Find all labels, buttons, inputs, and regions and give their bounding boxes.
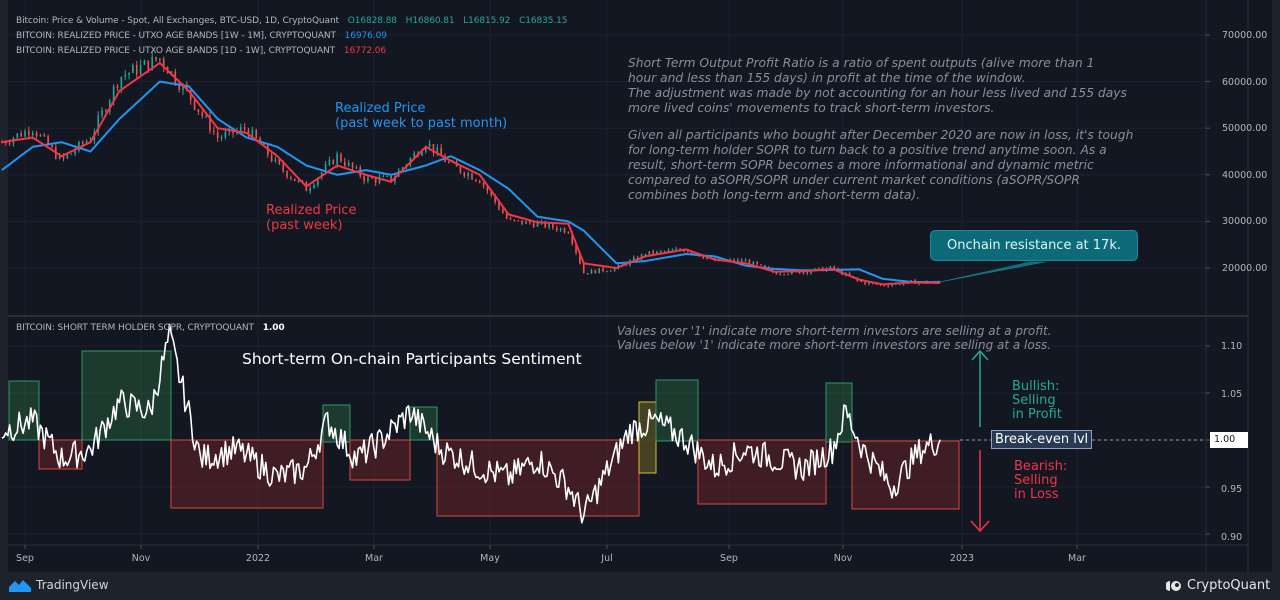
time-axis-label: Nov bbox=[131, 553, 151, 564]
time-axis-label: Nov bbox=[833, 553, 853, 564]
realized-price-month-line bbox=[1, 80, 941, 284]
tradingview-brand: TradingView bbox=[36, 578, 109, 592]
sopr-legend[interactable]: BITCOIN: SHORT TERM HOLDER SOPR, CRYPTOQ… bbox=[16, 323, 285, 333]
rp-month-legend-label: BITCOIN: REALIZED PRICE - UTXO AGE BANDS… bbox=[16, 31, 336, 41]
rp-week-legend[interactable]: BITCOIN: REALIZED PRICE - UTXO AGE BANDS… bbox=[16, 46, 386, 56]
description-text-1: Short Term Output Profit Ratio is a rati… bbox=[628, 56, 1127, 115]
sopr-note: Values over '1' indicate more short-term… bbox=[617, 324, 1052, 352]
sopr-sentiment-boxes bbox=[8, 350, 960, 517]
tradingview-logo-icon bbox=[9, 580, 31, 592]
bearish-arrow-icon bbox=[970, 450, 990, 533]
breakeven-label: Break-even lvl bbox=[991, 430, 1093, 449]
close-value: C16835.15 bbox=[519, 16, 568, 26]
price-axis-label: 20000.00 bbox=[1222, 263, 1268, 274]
rp-week-annotation: Realized Price (past week) bbox=[266, 203, 357, 233]
sopr-legend-value: 1.00 bbox=[262, 323, 285, 333]
cryptoquant-logo[interactable]: CryptoQuant bbox=[1166, 578, 1270, 593]
sopr-legend-label: BITCOIN: SHORT TERM HOLDER SOPR, CRYPTOQ… bbox=[16, 323, 254, 333]
price-axis-label: 40000.00 bbox=[1222, 170, 1268, 181]
high-value: H16860.81 bbox=[405, 16, 455, 26]
price-axis-label: 30000.00 bbox=[1222, 216, 1268, 227]
description-text-2: Given all participants who bought after … bbox=[628, 128, 1134, 202]
sopr-axis-label: 1.10 bbox=[1221, 341, 1243, 352]
time-axis-label: Sep bbox=[720, 553, 738, 564]
chart-area[interactable] bbox=[8, 0, 1272, 572]
low-value: L16815.92 bbox=[463, 16, 511, 26]
sopr-current-value-tag: 1.00 bbox=[1210, 432, 1248, 448]
main-series-legend[interactable]: Bitcoin: Price & Volume - Spot, All Exch… bbox=[16, 16, 567, 26]
rp-month-legend-value: 16976.09 bbox=[344, 31, 387, 41]
sopr-axis-label: 0.90 bbox=[1221, 532, 1243, 543]
bearish-label: Bearish: Selling in Loss bbox=[1014, 459, 1068, 502]
main-series-label: Bitcoin: Price & Volume - Spot, All Exch… bbox=[16, 16, 339, 26]
tradingview-logo[interactable]: TradingView bbox=[9, 578, 109, 592]
axis-ticks bbox=[24, 34, 1210, 549]
sopr-title: Short-term On-chain Participants Sentime… bbox=[242, 350, 582, 368]
time-axis-label: 2022 bbox=[245, 553, 271, 564]
sopr-axis-label: 1.05 bbox=[1221, 389, 1243, 400]
sopr-line bbox=[1, 323, 941, 524]
time-axis-label: Jul bbox=[601, 553, 613, 564]
cryptoquant-brand: CryptoQuant bbox=[1187, 578, 1271, 593]
bullish-label: Bullish: Selling in Profit bbox=[1012, 379, 1062, 422]
rp-week-legend-value: 16772.06 bbox=[343, 46, 386, 56]
bullish-arrow-icon bbox=[971, 349, 989, 427]
time-axis-label: Mar bbox=[365, 553, 383, 564]
time-axis-label: 2023 bbox=[949, 553, 975, 564]
callout-pointer bbox=[939, 261, 1046, 283]
price-axis-label: 50000.00 bbox=[1222, 123, 1268, 134]
time-axis-label: May bbox=[480, 553, 500, 564]
realized-price-week-line bbox=[1, 61, 941, 286]
time-axis-label: Mar bbox=[1068, 553, 1086, 564]
cryptoquant-logo-icon bbox=[1166, 580, 1181, 591]
rp-week-legend-label: BITCOIN: REALIZED PRICE - UTXO AGE BANDS… bbox=[16, 46, 336, 56]
price-axis-label: 60000.00 bbox=[1222, 77, 1268, 88]
open-value: O16828.88 bbox=[347, 16, 397, 26]
price-axis-label: 70000.00 bbox=[1222, 30, 1268, 41]
footer-bar: TradingView CryptoQuant bbox=[0, 572, 1280, 600]
rp-month-annotation: Realized Price (past week to past month) bbox=[335, 101, 508, 131]
onchain-resistance-callout: Onchain resistance at 17k. bbox=[930, 230, 1138, 261]
rp-month-legend[interactable]: BITCOIN: REALIZED PRICE - UTXO AGE BANDS… bbox=[16, 31, 387, 41]
time-axis-label: Sep bbox=[16, 553, 34, 564]
sopr-axis-label: 0.95 bbox=[1221, 484, 1243, 495]
